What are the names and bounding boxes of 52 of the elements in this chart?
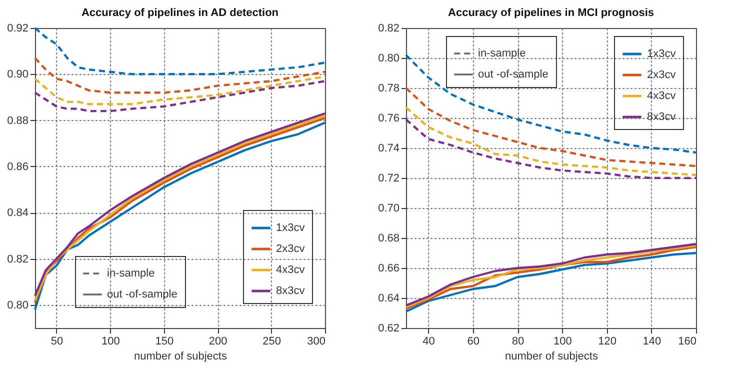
annotation: out -of-sample	[478, 68, 548, 80]
legend-label: 4x3cv	[276, 264, 306, 276]
y-tick-label: 0.82	[7, 253, 28, 266]
x-tick-label: 140	[642, 336, 662, 348]
annotation: out -of-sample	[107, 288, 178, 300]
y-tick-label: 0.84	[7, 207, 28, 220]
x-axis-title: number of subjects	[134, 350, 228, 362]
x-tick-label: 100	[102, 336, 120, 348]
x-tick-label: 80	[512, 336, 524, 348]
legend-label: 2x3cv	[647, 69, 676, 81]
legend-label: 1x3cv	[647, 48, 676, 60]
y-tick-label: 0.64	[378, 292, 400, 304]
x-tick-label: 200	[208, 336, 228, 348]
x-axis-title: number of subjects	[505, 350, 598, 362]
line-series	[404, 106, 698, 176]
y-tick-label: 0.66	[378, 262, 400, 274]
legend-label: 8x3cv	[647, 111, 676, 123]
y-tick-label: 0.90	[7, 68, 28, 81]
y-tick-label: 0.86	[7, 160, 28, 173]
line-series	[34, 56, 326, 94]
x-tick-label: 160	[678, 336, 696, 348]
legend-label: 2x3cv	[276, 243, 306, 255]
y-tick-label: 0.70	[378, 202, 400, 214]
y-tick-label: 0.62	[378, 322, 400, 334]
x-tick-label: 40	[422, 336, 435, 348]
y-tick-label: 0.82	[378, 22, 400, 34]
x-tick-label: 50	[50, 336, 64, 348]
annotation: in-sample	[107, 268, 155, 280]
chart-title: Accuracy of pipelines in MCI prognosis	[448, 7, 654, 19]
legend-label: 1x3cv	[276, 222, 306, 234]
annotation: in-sample	[478, 48, 526, 60]
x-tick-label: 60	[467, 336, 480, 348]
y-tick-label: 0.80	[378, 52, 400, 64]
y-tick-label: 0.72	[378, 172, 400, 184]
line-series	[34, 80, 326, 112]
x-tick-label: 300	[307, 336, 326, 348]
line-series	[34, 75, 326, 106]
chart-title: Accuracy of pipelines in AD detection	[81, 7, 279, 19]
y-tick-label: 0.80	[7, 299, 28, 312]
line-series	[404, 86, 698, 168]
y-tick-label: 0.92	[7, 22, 28, 34]
y-tick-label: 0.74	[378, 142, 400, 154]
y-tick-label: 0.88	[7, 114, 28, 127]
x-tick-label: 120	[598, 336, 616, 348]
y-tick-label: 0.78	[378, 82, 400, 94]
x-tick-label: 250	[262, 336, 281, 348]
x-tick-label: 150	[155, 336, 174, 348]
y-tick-label: 0.68	[378, 232, 400, 244]
x-tick-label: 100	[553, 336, 572, 348]
legend-label: 8x3cv	[276, 285, 306, 297]
y-tick-label: 0.76	[378, 112, 400, 124]
legend-label: 4x3cv	[647, 90, 676, 102]
